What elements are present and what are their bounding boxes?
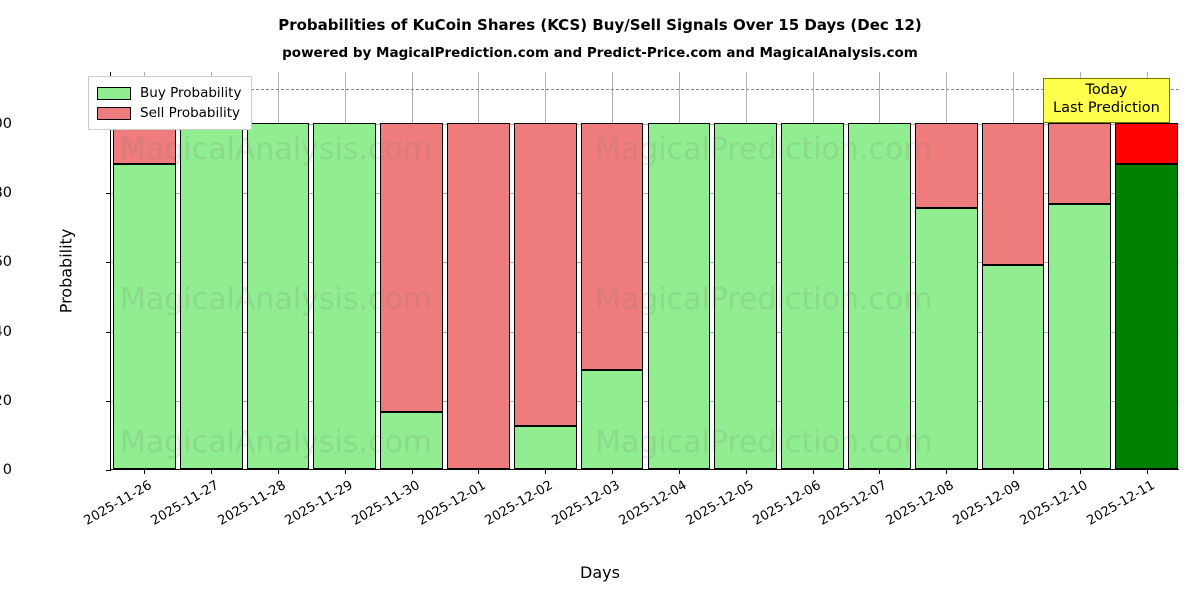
bar-group[interactable] — [647, 71, 711, 469]
y-tick-label: 0 — [2, 462, 12, 478]
legend-item-label: Buy Probability — [140, 85, 242, 101]
legend-item: Sell Probability — [97, 103, 241, 123]
y-axis-title: Probability — [56, 228, 76, 313]
y-gridline — [111, 400, 1179, 402]
bar-segment-buy[interactable] — [380, 411, 444, 469]
bar-segment-buy[interactable] — [246, 122, 310, 469]
y-tick-mark — [106, 193, 111, 195]
bar-group[interactable] — [914, 71, 978, 469]
bar-group[interactable] — [447, 71, 510, 469]
bar-segment-buy[interactable] — [714, 122, 778, 469]
bar-segment-buy[interactable] — [647, 122, 711, 469]
bar-group[interactable] — [313, 71, 377, 469]
bar-group[interactable] — [981, 71, 1045, 469]
x-tick-mark — [879, 469, 881, 474]
x-tick-mark — [612, 469, 614, 474]
y-tick-mark — [106, 331, 111, 333]
y-gridline — [111, 262, 1179, 264]
legend-item: Buy Probability — [97, 83, 241, 103]
bar-segment-sell[interactable] — [580, 122, 644, 371]
y-tick-mark — [106, 262, 111, 264]
bar-group[interactable] — [714, 71, 778, 469]
x-tick-mark — [478, 469, 480, 474]
x-tick-mark — [1146, 469, 1148, 474]
bar-segment-sell[interactable] — [513, 122, 577, 427]
chart-legend: Buy Probability Sell Probability — [88, 76, 253, 130]
bar-segment-buy[interactable] — [113, 164, 176, 469]
bar-segment-sell[interactable] — [914, 122, 978, 209]
reference-line — [111, 89, 1179, 91]
x-tick-mark — [1079, 469, 1081, 474]
y-tick-label: 80 — [0, 185, 12, 202]
bar-group[interactable] — [513, 71, 577, 469]
today-marker-annotation: Today Last Prediction — [1043, 78, 1170, 124]
bar-segment-buy[interactable] — [513, 426, 577, 469]
bar-group[interactable] — [179, 71, 243, 469]
bar-segment-buy[interactable] — [1115, 164, 1178, 469]
y-tick-mark — [106, 470, 111, 471]
legend-swatch-icon — [97, 86, 131, 100]
bar-segment-sell[interactable] — [1115, 122, 1178, 165]
plot-inner — [111, 72, 1179, 469]
x-tick-mark — [946, 469, 948, 474]
x-tick-mark — [1012, 469, 1014, 474]
x-axis-title: Days — [580, 563, 620, 582]
y-tick-label: 40 — [0, 323, 12, 340]
bar-segment-buy[interactable] — [981, 264, 1045, 469]
last-prediction-label: Last Prediction — [1053, 99, 1160, 116]
x-tick-mark — [344, 469, 346, 474]
chart-subtitle: powered by MagicalPrediction.com and Pre… — [282, 45, 918, 61]
bar-group[interactable] — [246, 71, 310, 469]
legend-item-label: Sell Probability — [140, 105, 241, 121]
plot-area: Probability — [57, 72, 1179, 474]
page-title: Probabilities of KuCoin Shares (KCS) Buy… — [278, 16, 922, 34]
bar-segment-sell[interactable] — [1048, 122, 1112, 205]
x-tick-mark — [678, 469, 680, 474]
bar-segment-buy[interactable] — [914, 208, 978, 469]
x-tick-mark — [278, 469, 280, 474]
today-label: Today — [1085, 82, 1128, 98]
legend-swatch-icon — [97, 106, 131, 120]
bar-segment-buy[interactable] — [847, 122, 911, 469]
x-tick-mark — [144, 469, 146, 474]
bar-segment-buy[interactable] — [313, 122, 377, 469]
x-tick-mark — [745, 469, 747, 474]
bar-segment-buy[interactable] — [781, 122, 844, 469]
bar-group[interactable] — [1115, 71, 1178, 469]
x-tick-mark — [411, 469, 413, 474]
x-tick-mark — [545, 469, 547, 474]
bar-segment-sell[interactable] — [447, 122, 510, 469]
y-gridline — [111, 193, 1179, 195]
bar-segment-buy[interactable] — [1048, 204, 1112, 469]
bar-segment-sell[interactable] — [380, 122, 444, 412]
bar-segment-buy[interactable] — [580, 370, 644, 469]
x-tick-mark — [812, 469, 814, 474]
y-gridline — [111, 331, 1179, 333]
bar-group[interactable] — [781, 71, 844, 469]
y-gridline — [111, 123, 1179, 125]
bar-group[interactable] — [580, 71, 644, 469]
x-tick-mark — [211, 469, 213, 474]
bar-group[interactable] — [113, 71, 176, 469]
y-tick-mark — [106, 400, 111, 402]
bar-segment-buy[interactable] — [179, 122, 243, 469]
bar-segment-sell[interactable] — [981, 122, 1045, 265]
y-tick-label: 60 — [0, 254, 12, 271]
bar-group[interactable] — [847, 71, 911, 469]
y-tick-label: 20 — [0, 392, 12, 409]
bar-group[interactable] — [1048, 71, 1112, 469]
bar-group[interactable] — [380, 71, 444, 469]
y-tick-label: 100 — [0, 115, 12, 132]
